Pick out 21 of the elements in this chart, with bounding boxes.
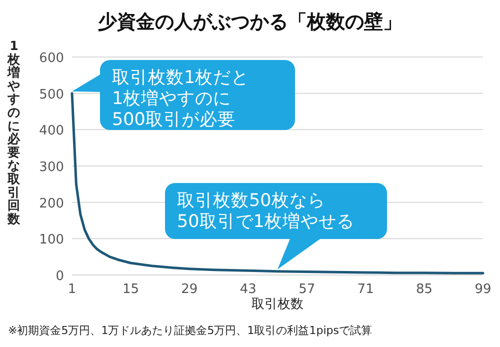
x-tick-label: 85 (416, 282, 433, 297)
x-tick-label: 71 (357, 282, 374, 297)
x-tick-label: 1 (68, 282, 76, 297)
x-tick-label: 43 (240, 282, 256, 297)
x-tick-label: 57 (298, 282, 316, 297)
x-tick-label: 99 (474, 282, 492, 297)
x-axis-title: 取引枚数 (252, 297, 304, 312)
x-tick-label: 29 (181, 282, 198, 297)
annotation: 取引枚数50枚なら 50取引で1枚増やせる (177, 191, 354, 232)
y-tick-label: 100 (39, 232, 64, 248)
y-tick-label: 500 (39, 87, 64, 102)
text: 1枚増やすのに必要な取引回数 (8, 38, 20, 226)
x-tick-label: 15 (122, 282, 139, 297)
y-tick-label: 0 (56, 269, 64, 284)
y-tick-label: 300 (39, 160, 64, 175)
y-tick-label: 600 (39, 51, 64, 66)
annotation: 取引枚数1枚だと 1枚増やすのに 500取引が必要 (112, 68, 250, 130)
y-tick-label: 200 (39, 196, 64, 212)
y-tick-label: 400 (39, 124, 64, 139)
text: ※初期資金5万円、1万ドルあたり証拠金5万円、1取引の利益1pipsで試算 (8, 324, 372, 337)
chart-title: 少資金の人がぶつかる「枚数の壁」 (98, 11, 402, 33)
